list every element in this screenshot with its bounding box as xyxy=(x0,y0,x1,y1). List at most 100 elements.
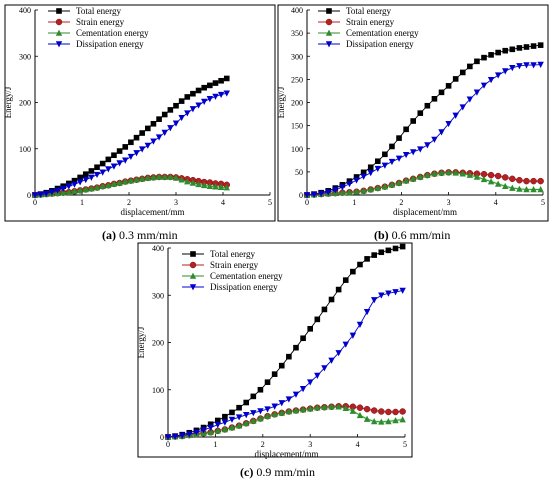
point-dissipation-energy xyxy=(346,181,353,188)
point-dissipation-energy xyxy=(116,160,123,167)
x-tick-label: 1 xyxy=(80,198,84,207)
legend-marker-cementation-energy xyxy=(325,29,333,36)
point-total-energy xyxy=(184,94,191,100)
y-tick-label: 400 xyxy=(152,244,164,253)
y-tick-label: 300 xyxy=(19,52,31,61)
point-dissipation-energy xyxy=(189,106,197,113)
point-total-energy xyxy=(156,116,162,122)
point-total-energy xyxy=(111,152,117,159)
x-tick-label: 3 xyxy=(447,198,451,207)
point-dissipation-energy xyxy=(212,93,219,100)
point-cementation-energy xyxy=(378,418,385,425)
y-axis-label: Energy/J xyxy=(136,326,146,358)
point-total-energy xyxy=(452,76,459,82)
point-total-energy xyxy=(375,158,381,165)
point-total-energy xyxy=(88,168,95,174)
point-dissipation-energy xyxy=(200,427,207,434)
x-tick-label: 2 xyxy=(399,198,403,207)
point-cementation-energy xyxy=(424,171,431,178)
x-tick-label: 0 xyxy=(166,440,170,449)
point-total-energy xyxy=(321,306,328,313)
point-total-energy xyxy=(537,42,544,48)
y-tick-label: 250 xyxy=(291,75,303,84)
point-cementation-energy xyxy=(189,179,197,186)
point-cementation-energy xyxy=(88,185,95,192)
point-dissipation-energy xyxy=(356,321,364,328)
legend-label-cementation-energy: Cementation energy xyxy=(76,28,149,38)
point-total-energy xyxy=(385,247,392,254)
point-cementation-energy xyxy=(335,403,342,410)
point-dissipation-energy xyxy=(360,173,367,180)
point-dissipation-energy xyxy=(370,297,378,304)
legend-marker-total-energy xyxy=(326,8,332,14)
point-cementation-energy xyxy=(473,173,481,180)
point-total-energy xyxy=(509,46,516,53)
point-total-energy xyxy=(300,335,306,342)
point-dissipation-energy xyxy=(285,396,293,403)
point-total-energy xyxy=(178,98,185,104)
point-cementation-energy xyxy=(339,189,346,196)
point-total-energy xyxy=(445,83,452,89)
point-total-energy xyxy=(82,171,89,177)
point-total-energy xyxy=(229,409,235,416)
point-dissipation-energy xyxy=(378,292,385,299)
point-total-energy xyxy=(223,75,230,82)
caption-c: (c) 0.9 mm/min xyxy=(240,465,315,479)
point-dissipation-energy xyxy=(133,150,140,157)
point-dissipation-energy xyxy=(105,166,112,173)
point-dissipation-energy xyxy=(171,433,179,440)
point-strain-energy xyxy=(501,174,509,181)
point-total-energy xyxy=(424,102,431,109)
point-cementation-energy xyxy=(307,405,314,412)
point-total-energy xyxy=(353,174,360,180)
point-cementation-energy xyxy=(250,417,257,424)
point-cementation-energy xyxy=(494,180,502,187)
point-cementation-energy xyxy=(385,418,392,425)
point-total-energy xyxy=(190,90,196,97)
point-dissipation-energy xyxy=(381,162,389,169)
legend-label-strain-energy: Strain energy xyxy=(76,17,125,27)
point-total-energy xyxy=(371,252,377,258)
point-dissipation-energy xyxy=(214,421,221,429)
point-strain-energy xyxy=(537,177,544,185)
y-tick-label: 200 xyxy=(19,99,31,108)
point-strain-energy xyxy=(392,408,399,416)
point-strain-energy xyxy=(370,407,378,414)
point-dissipation-energy xyxy=(65,183,73,190)
point-cementation-energy xyxy=(417,173,424,180)
point-dissipation-energy xyxy=(155,134,163,141)
point-dissipation-energy xyxy=(399,287,406,294)
point-dissipation-energy xyxy=(502,68,509,75)
point-dissipation-energy xyxy=(206,96,214,103)
point-cementation-energy xyxy=(207,428,214,436)
legend-marker-cementation-energy xyxy=(55,29,63,36)
point-dissipation-energy xyxy=(314,372,321,379)
y-tick-label: 150 xyxy=(291,122,303,131)
point-dissipation-energy xyxy=(217,91,225,99)
x-tick-label: 5 xyxy=(541,198,545,207)
y-tick-label: 0 xyxy=(160,433,164,442)
point-total-energy xyxy=(293,344,299,351)
point-dissipation-energy xyxy=(271,403,278,410)
point-dissipation-energy xyxy=(48,189,56,196)
y-tick-label: 300 xyxy=(291,52,303,61)
point-cementation-energy xyxy=(466,171,474,178)
point-cementation-energy xyxy=(314,404,321,411)
point-dissipation-energy xyxy=(353,177,360,184)
point-cementation-energy xyxy=(523,186,530,193)
chart-panel-a: 0 1 2 3 4 5 0 100 200 300 400 displacement/mm Energy… xyxy=(3,4,276,222)
point-dissipation-energy xyxy=(31,192,39,199)
point-dissipation-energy xyxy=(250,410,257,417)
y-tick-label: 0 xyxy=(299,191,303,200)
point-dissipation-energy xyxy=(43,190,50,198)
point-cementation-energy xyxy=(356,411,364,419)
point-dissipation-energy xyxy=(363,308,371,316)
legend-label-dissipation-energy: Dissipation energy xyxy=(346,39,414,49)
point-cementation-energy xyxy=(110,180,118,187)
legend-label-cementation-energy: Cementation energy xyxy=(210,271,283,281)
point-cementation-energy xyxy=(360,187,367,194)
point-total-energy xyxy=(467,63,473,70)
point-total-energy xyxy=(122,144,129,150)
point-total-energy xyxy=(360,169,367,176)
point-dissipation-energy xyxy=(193,429,200,436)
